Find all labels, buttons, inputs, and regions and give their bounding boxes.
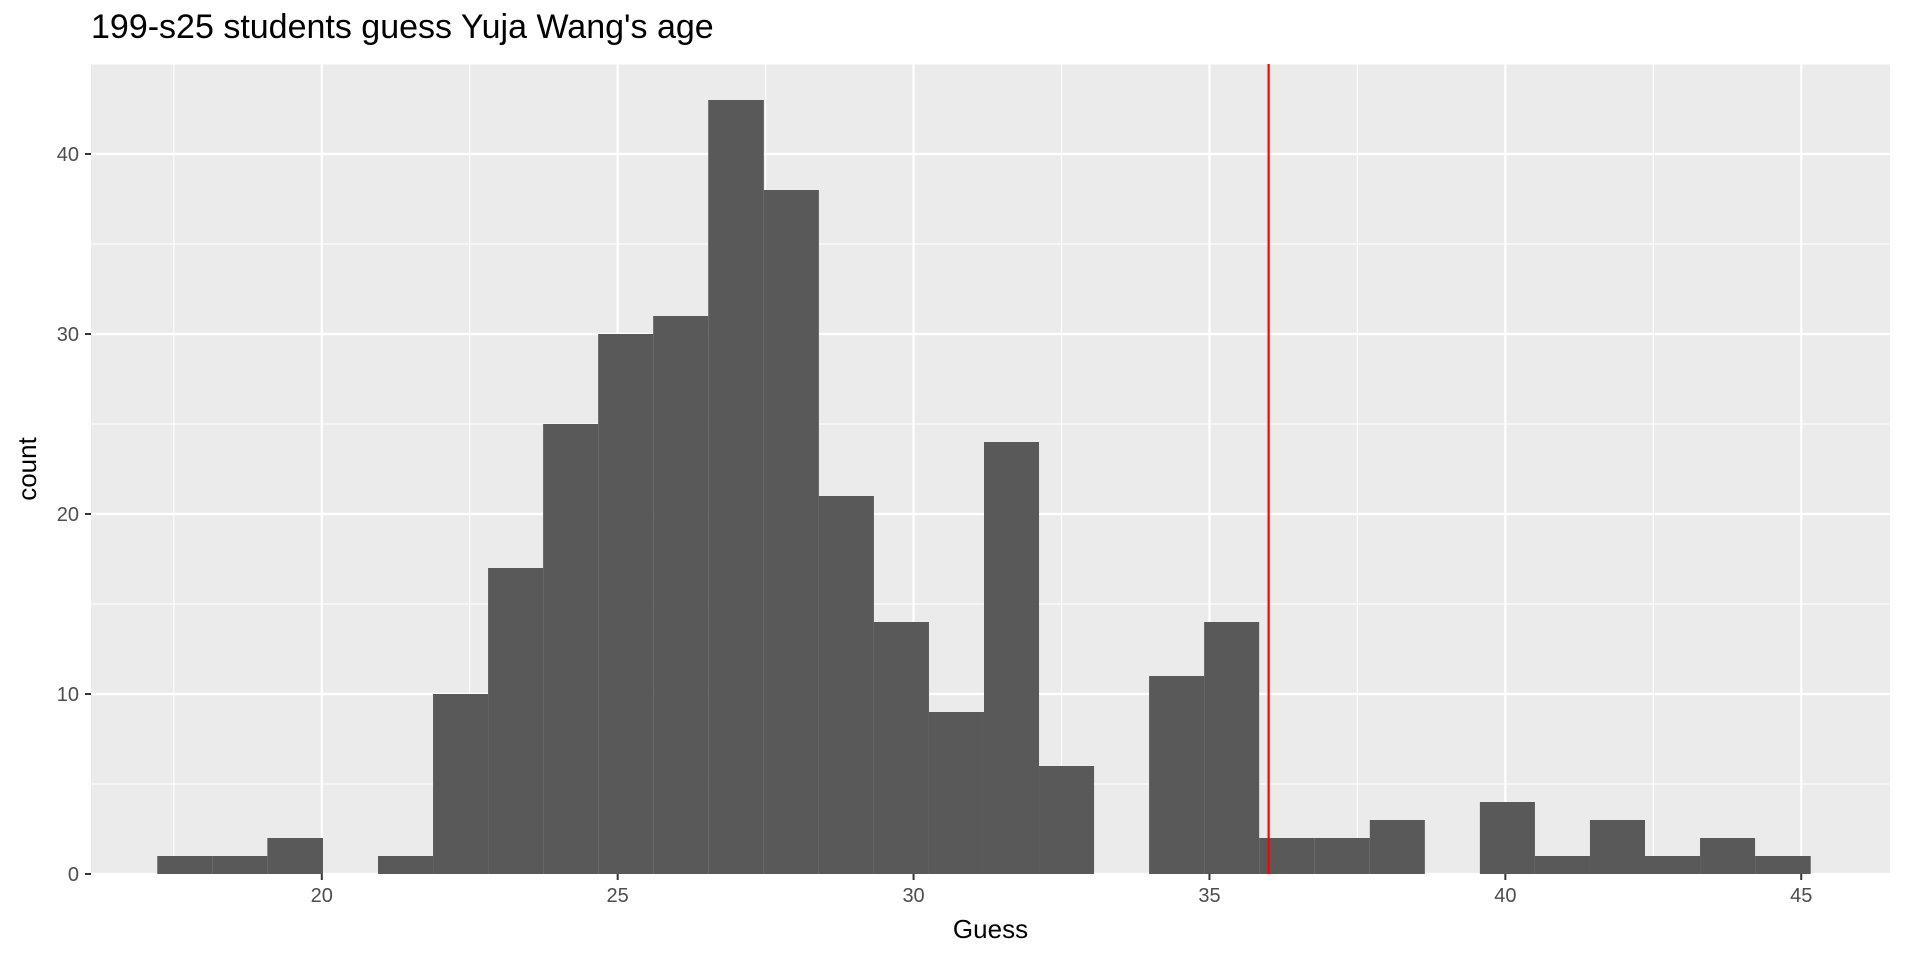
histogram-bar: [543, 424, 599, 874]
histogram-bar: [983, 442, 1040, 874]
x-tick-label: 30: [902, 885, 924, 907]
y-tick-label: 20: [57, 504, 79, 526]
y-tick-label: 30: [57, 324, 79, 346]
histogram-bar: [1039, 766, 1095, 874]
x-tick-label: 35: [1198, 885, 1220, 907]
histogram-bar: [378, 856, 434, 874]
histogram-bar: [157, 856, 213, 874]
histogram-bars: [157, 100, 1811, 874]
histogram-bar: [873, 622, 929, 874]
x-axis: 20 25 30 35 40 45: [311, 874, 1812, 907]
chart-title: 199-s25 students guess Yuja Wang's age: [91, 8, 714, 46]
x-tick-label: 40: [1494, 885, 1516, 907]
histogram-bar: [1369, 820, 1425, 874]
histogram-bar: [1700, 838, 1756, 874]
y-axis: 0 10 20 30 40: [57, 144, 91, 886]
histogram-bar: [708, 100, 764, 874]
histogram-bar: [1534, 856, 1590, 874]
y-tick-label: 0: [68, 864, 79, 886]
histogram-bar: [1755, 856, 1811, 874]
histogram-bar: [928, 712, 984, 874]
histogram-bar: [1479, 802, 1535, 874]
histogram-bar: [212, 856, 268, 874]
x-tick-label: 25: [607, 885, 629, 907]
histogram-bar: [818, 496, 874, 874]
histogram-bar: [1645, 856, 1701, 874]
histogram-bar: [267, 838, 323, 874]
x-tick-label: 45: [1790, 885, 1812, 907]
y-tick-label: 10: [57, 684, 79, 706]
histogram-bar: [598, 334, 654, 874]
x-axis-title: Guess: [953, 914, 1028, 944]
y-axis-title: count: [12, 436, 42, 500]
y-tick-label: 40: [57, 144, 79, 166]
histogram-bar: [653, 316, 709, 874]
histogram-bar: [763, 190, 819, 874]
histogram-bar: [1314, 838, 1370, 874]
histogram-bar: [1149, 676, 1205, 874]
histogram-bar: [1204, 622, 1260, 874]
histogram-bar: [433, 694, 489, 874]
histogram-bar: [1589, 820, 1646, 874]
x-tick-label: 20: [311, 885, 333, 907]
histogram-bar: [488, 568, 544, 874]
histogram-bar: [1259, 838, 1315, 874]
